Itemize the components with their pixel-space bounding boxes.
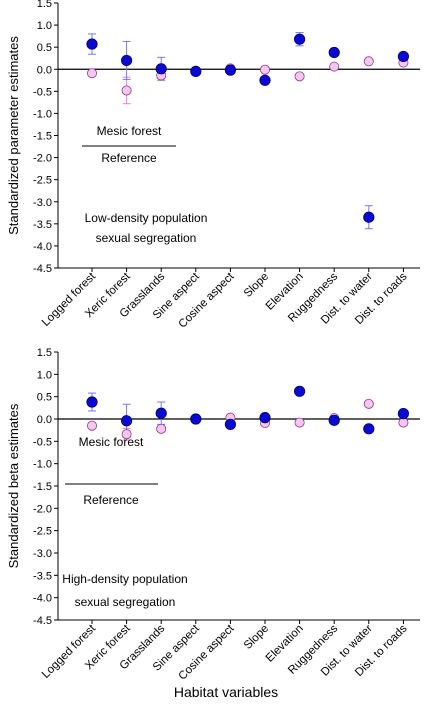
y-tick-label: 1.0: [37, 20, 52, 32]
y-tick-label: -1.5: [33, 131, 52, 143]
mesic-forest-point: [397, 408, 409, 420]
panel-annotation: High-density population: [62, 572, 187, 586]
mesic-forest-point: [293, 385, 306, 397]
y-axis-label: Standardized parameter estimates: [6, 36, 21, 235]
y-tick-label: 1.5: [37, 0, 52, 10]
y-tick-label: 1.5: [37, 347, 52, 359]
shared-x-axis-label: Habitat variables: [174, 684, 278, 700]
mesic-forest-point: [363, 211, 375, 223]
mesic-forest-point: [86, 38, 98, 50]
reference-point: [156, 423, 167, 434]
y-tick-label: -0.5: [33, 86, 52, 98]
y-tick-label: 0.0: [37, 64, 52, 76]
reference-point: [294, 417, 305, 428]
legend-top-label: Mesic forest: [79, 435, 144, 449]
mesic-forest-point: [397, 50, 409, 63]
x-tick-label: Logged forest: [40, 622, 99, 681]
y-tick-label: -3.5: [33, 570, 52, 582]
reference-point: [363, 398, 374, 409]
reference-point: [121, 85, 132, 96]
y-tick-label: -2.0: [33, 503, 52, 515]
panel-annotation: sexual segregation: [96, 231, 197, 245]
panel-annotation: Low-density population: [85, 211, 208, 225]
y-tick-label: 1.0: [37, 369, 52, 381]
mesic-forest-point: [86, 396, 98, 408]
reference-point: [121, 429, 132, 440]
mesic-forest-point: [155, 407, 167, 419]
panel-low-density: 1.5 1.0 0.5 0.0 -0.5 -1.0 -1.5 -2.0 -2.5 -3.0 -3.5…: [6, 0, 420, 331]
mesic-forest-point: [363, 423, 375, 435]
y-tick-label: -3.0: [33, 197, 52, 209]
mesic-forest-point: [224, 418, 236, 430]
y-axis-label: Standardized beta estimates: [6, 403, 21, 568]
y-tick-label: -1.0: [33, 459, 52, 471]
x-tick-label: Slope: [242, 623, 271, 652]
y-tick-label: -2.5: [33, 175, 52, 187]
y-tick-label: -1.0: [33, 108, 52, 120]
reference-point: [259, 64, 270, 75]
reference-point: [294, 71, 305, 82]
mesic-forest-point: [155, 63, 167, 75]
mesic-forest-point: [259, 412, 271, 424]
mesic-forest-point: [259, 74, 271, 86]
reference-point: [87, 68, 98, 79]
mesic-forest-point: [293, 33, 306, 45]
y-tick-label: -2.0: [33, 153, 52, 165]
panel-high-density: 1.5 1.0 0.5 0.0 -0.5 -1.0 -1.5 -2.0 -2.5 -3.0 -3.5…: [6, 347, 420, 683]
x-tick-label: Logged forest: [40, 270, 99, 329]
reference-point: [363, 56, 374, 67]
mesic-forest-point: [328, 46, 340, 59]
panel-annotation: sexual segregation: [75, 595, 176, 609]
x-tick-label: Slope: [242, 271, 271, 300]
y-tick-label: -1.5: [33, 481, 52, 493]
y-tick-label: -3.0: [33, 548, 52, 560]
y-tick-label: -4.0: [33, 241, 52, 253]
mesic-forest-point: [190, 413, 202, 425]
y-tick-label: -4.0: [33, 593, 52, 605]
y-tick-label: -3.5: [33, 219, 52, 231]
y-tick-label: 0.0: [37, 414, 52, 426]
mesic-forest-point: [121, 415, 133, 427]
mesic-forest-point: [224, 64, 236, 76]
mesic-forest-point: [121, 54, 133, 67]
mesic-forest-point: [190, 65, 202, 78]
y-tick-label: 0.5: [37, 42, 52, 54]
y-tick-label: -4.5: [33, 263, 52, 275]
legend-bottom-label: Reference: [83, 493, 139, 507]
y-tick-label: -4.5: [33, 615, 52, 627]
y-tick-label: -2.5: [33, 526, 52, 538]
legend-bottom-label: Reference: [101, 151, 157, 165]
mesic-forest-point: [328, 414, 340, 426]
reference-point: [398, 417, 409, 428]
y-tick-label: 0.5: [37, 392, 52, 404]
y-tick-label: -0.5: [33, 436, 52, 448]
reference-point: [329, 61, 340, 72]
reference-point: [87, 420, 98, 431]
legend-top-label: Mesic forest: [97, 124, 162, 138]
